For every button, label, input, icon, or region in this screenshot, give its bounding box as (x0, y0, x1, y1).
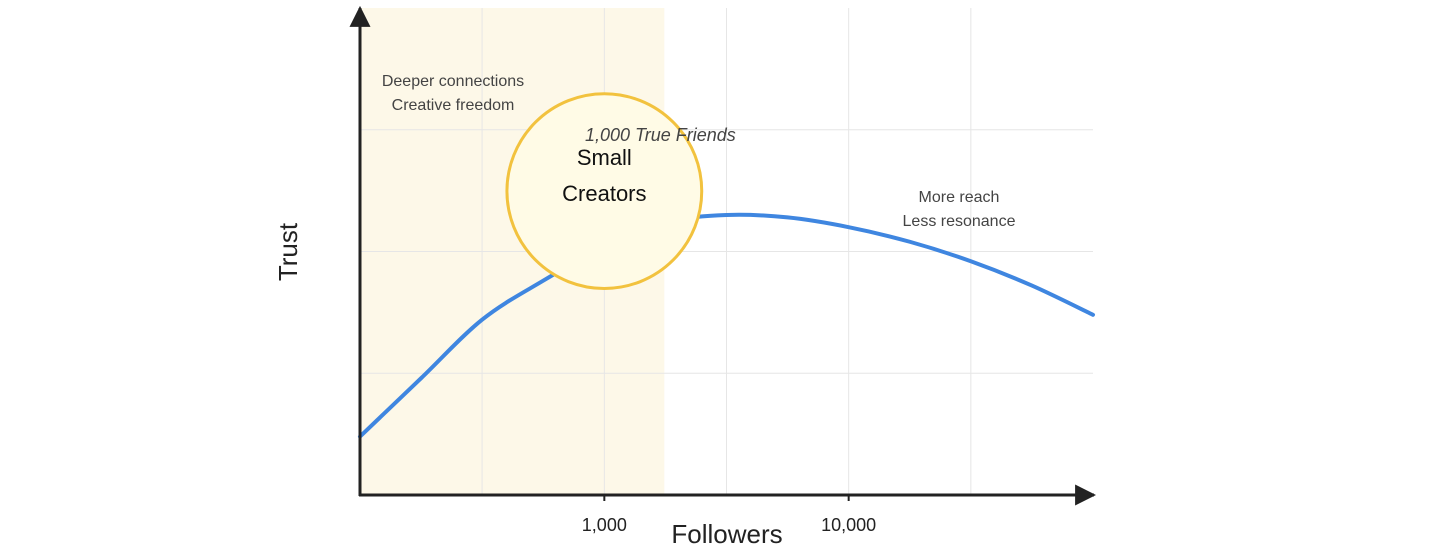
annotation: 1,000 True Friends (585, 125, 736, 145)
y-axis-title: Trust (273, 222, 303, 281)
x-tick-label: 1,000 (582, 515, 627, 535)
annotation: Creative freedom (392, 97, 515, 114)
x-axis-title: Followers (671, 519, 782, 549)
annotation: Less resonance (903, 213, 1016, 230)
highlight-circle (505, 92, 704, 291)
plot-layer (358, 92, 1095, 439)
label-layer: Followers Trust 1,000 10,000 Small Creators… (273, 73, 1016, 549)
x-tick-label: 10,000 (821, 515, 876, 535)
circle-label: Small (577, 145, 632, 170)
circle-label: Creators (562, 181, 646, 206)
annotation: More reach (919, 189, 1000, 206)
trust-curve (358, 212, 1095, 439)
annotation: Deeper connections (382, 73, 524, 90)
